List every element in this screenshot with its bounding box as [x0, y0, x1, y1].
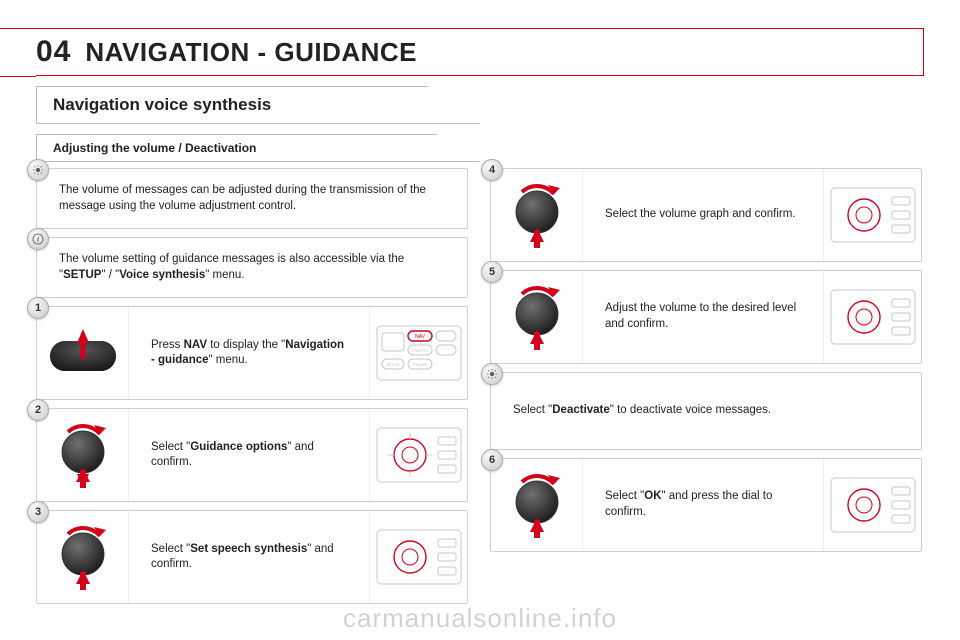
- step-text: Select "Set speech synthesis" and confir…: [141, 532, 357, 583]
- content-columns: The volume of messages can be adjusted d…: [36, 168, 924, 604]
- info-card-setup-menu: i The volume setting of guidance message…: [36, 237, 468, 298]
- dial-illustration: [491, 271, 583, 363]
- panel-thumbnail: [369, 511, 467, 603]
- manual-page: 04 NAVIGATION - GUIDANCE Navigation voic…: [0, 0, 960, 640]
- step-number: 4: [481, 159, 503, 181]
- step-number: 1: [27, 297, 49, 319]
- chapter-header: 04 NAVIGATION - GUIDANCE: [36, 28, 924, 76]
- step-text: Select the volume graph and confirm.: [595, 197, 811, 233]
- left-column: The volume of messages can be adjusted d…: [36, 168, 468, 604]
- svg-text:SETUP: SETUP: [386, 362, 400, 367]
- svg-text:NAV: NAV: [415, 334, 426, 340]
- nav-button-illustration: [37, 307, 129, 399]
- dial-illustration: [37, 511, 129, 603]
- panel-thumbnail: [823, 169, 921, 261]
- step-number: 6: [481, 449, 503, 471]
- info-card-deactivate: Select "Deactivate" to deactivate voice …: [490, 372, 922, 450]
- step-3: 3 Select "Set speech synthesis" and conf…: [36, 510, 468, 604]
- sun-icon: [27, 159, 49, 181]
- dial-illustration: [491, 459, 583, 551]
- info-card-volume-adjust: The volume of messages can be adjusted d…: [36, 168, 468, 229]
- step-6: 6 Select "OK" and press the dial to conf…: [490, 458, 922, 552]
- info-text: The volume of messages can be adjusted d…: [59, 183, 453, 214]
- subsection-title: Adjusting the volume / Deactivation: [53, 141, 464, 155]
- step-4: 4 Select the volume graph and confirm.: [490, 168, 922, 262]
- watermark: carmanualsonline.info: [0, 603, 960, 634]
- step-number: 3: [27, 501, 49, 523]
- svg-text:PHONE: PHONE: [412, 362, 427, 367]
- dial-illustration: [491, 169, 583, 261]
- step-text: Adjust the volume to the desired level a…: [595, 291, 811, 342]
- step-number: 5: [481, 261, 503, 283]
- info-text: Select "Deactivate" to deactivate voice …: [513, 403, 907, 419]
- step-2: 2 Select "Guidance options" and confirm.: [36, 408, 468, 502]
- sun-icon: [481, 363, 503, 385]
- step-text: Select "Guidance options" and confirm.: [141, 430, 357, 481]
- panel-thumbnail: [823, 459, 921, 551]
- chapter-number: 04: [36, 35, 71, 69]
- panel-thumbnail: [369, 409, 467, 501]
- section-title: Navigation voice synthesis: [53, 95, 464, 115]
- chapter-title: NAVIGATION - GUIDANCE: [85, 37, 417, 68]
- panel-thumbnail: [823, 271, 921, 363]
- info-icon: i: [27, 228, 49, 250]
- subsection-ribbon: Adjusting the volume / Deactivation: [36, 134, 481, 162]
- svg-text:i: i: [37, 236, 39, 244]
- step-1: 1 Press NAV to display the "Navigation -: [36, 306, 468, 400]
- step-text: Press NAV to display the "Navigation - g…: [141, 328, 357, 379]
- section-ribbon: Navigation voice synthesis: [36, 86, 481, 124]
- dial-illustration: [37, 409, 129, 501]
- right-column: 4 Select the volume graph and confirm.: [490, 168, 922, 604]
- info-text: The volume setting of guidance messages …: [59, 252, 453, 283]
- step-5: 5 Adjust the volume to the desired level…: [490, 270, 922, 364]
- step-text: Select "OK" and press the dial to confir…: [595, 479, 811, 530]
- step-number: 2: [27, 399, 49, 421]
- svg-text:TRAFFIC: TRAFFIC: [411, 348, 428, 353]
- panel-thumbnail: NAV TRAFFIC PHONE SETUP: [369, 307, 467, 399]
